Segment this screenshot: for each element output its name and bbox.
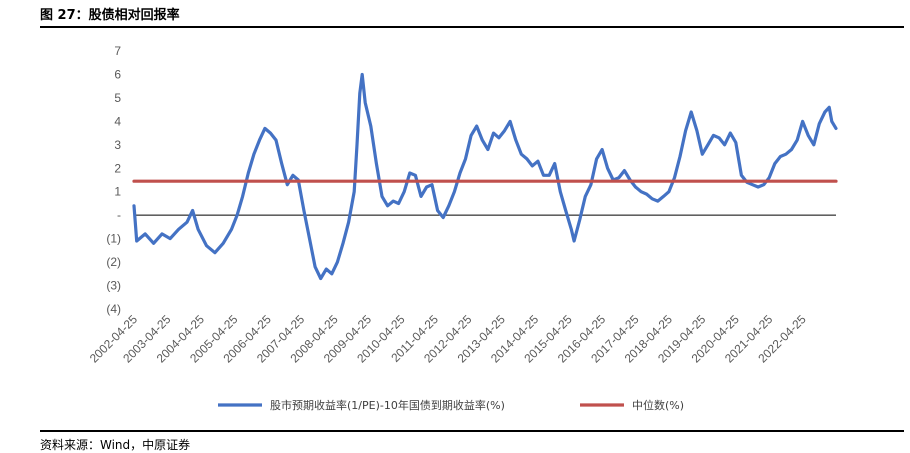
y-tick-label: 4	[114, 114, 121, 128]
legend-label: 中位数(%)	[632, 398, 684, 412]
y-axis-ticks: 7 6 5 4 3 2 1 - (1) (2) (3) (4)	[106, 44, 121, 316]
y-tick-label: -	[117, 208, 121, 222]
legend: 股市预期收益率(1/PE)-10年国债到期收益率(%) 中位数(%)	[218, 398, 684, 412]
source-note: 资料来源：Wind，中原证券	[40, 438, 191, 452]
x-axis-ticks: 2002-04-252003-04-252004-04-252005-04-25…	[87, 312, 809, 366]
series-line-equity-bond-spread	[132, 72, 838, 281]
figure-title: 图 27：股债相对回报率	[40, 8, 180, 23]
legend-item-median: 中位数(%)	[580, 398, 684, 412]
y-tick-label: 6	[114, 67, 121, 81]
y-tick-label: 1	[114, 185, 121, 199]
y-tick-label: (3)	[106, 279, 121, 293]
y-tick-label: (1)	[106, 232, 121, 246]
legend-label: 股市预期收益率(1/PE)-10年国债到期收益率(%)	[270, 398, 505, 412]
y-tick-label: 5	[114, 91, 121, 105]
y-tick-label: (2)	[106, 255, 121, 269]
y-tick-label: 3	[114, 138, 121, 152]
series-lines	[132, 72, 838, 281]
bottom-rule	[40, 430, 904, 432]
y-tick-label: 2	[114, 161, 121, 175]
top-rule	[40, 26, 904, 28]
y-tick-label: 7	[114, 44, 121, 58]
legend-item-equity-bond-spread: 股市预期收益率(1/PE)-10年国债到期收益率(%)	[218, 398, 505, 412]
y-tick-label: (4)	[106, 302, 121, 316]
